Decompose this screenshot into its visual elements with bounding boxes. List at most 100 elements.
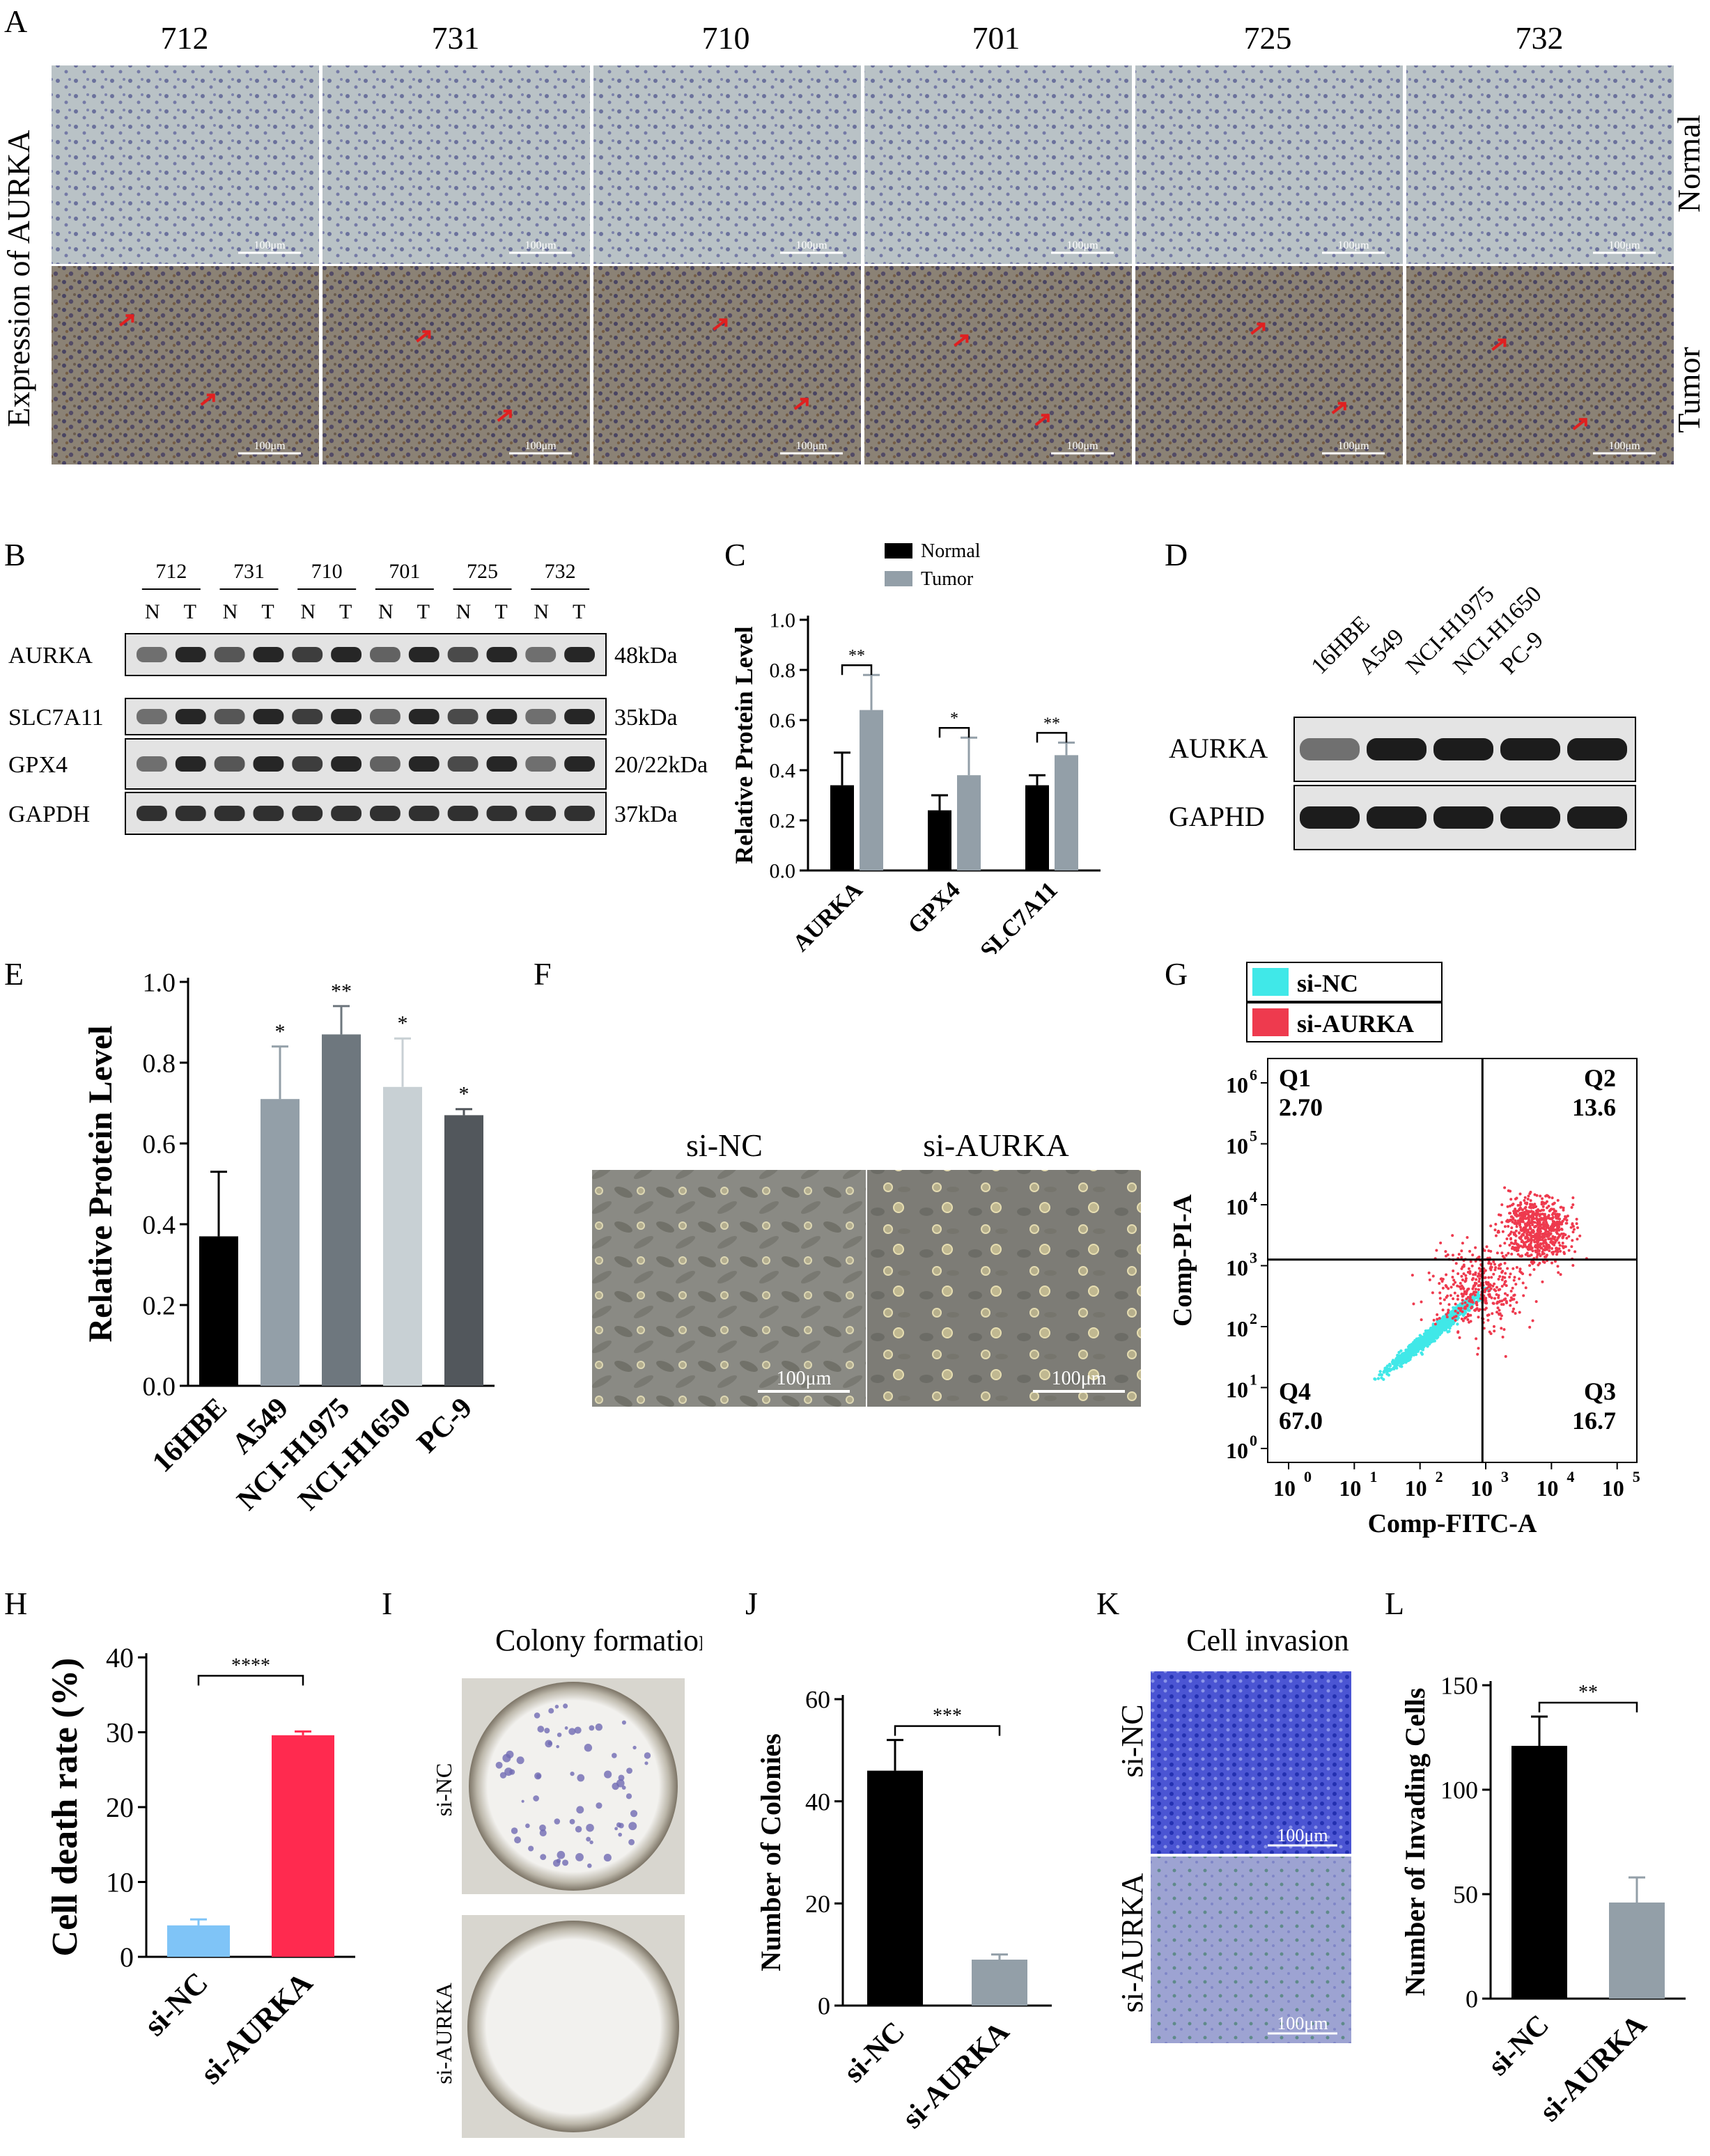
scatter-point-si-aurka [1507,1251,1510,1255]
scatter-point-si-aurka [1522,1244,1525,1247]
scatter-point-si-aurka [1556,1265,1560,1268]
scatter-point-si-aurka [1536,1253,1539,1256]
scatter-point-si-aurka [1539,1242,1542,1245]
y-tick-exponent: 3 [1250,1249,1257,1267]
colony-dot [618,1822,624,1829]
scatter-point-si-aurka [1541,1223,1544,1226]
scatter-point-si-aurka [1508,1212,1511,1215]
scatter-point-si-aurka [1492,1302,1495,1305]
blot-band [1567,806,1627,829]
scatter-point-si-nc [1411,1346,1415,1350]
x-tick-exponent: 2 [1436,1468,1443,1485]
scatter-point-si-aurka [1552,1208,1555,1211]
bar [444,1115,483,1386]
scatter-point-si-aurka [1511,1286,1514,1290]
scatter-point-si-aurka [1498,1313,1501,1316]
scale-bar-label: 100μm [1277,1825,1328,1845]
scatter-point-si-aurka [1507,1225,1510,1228]
scatter-point-si-aurka [1478,1308,1482,1311]
scatter-point-si-aurka [1575,1217,1578,1221]
x-tick-label: si-NC [137,1965,215,2042]
colony-dot [556,1744,559,1749]
legend-swatch [885,543,912,558]
scatter-point-si-aurka [1523,1227,1527,1231]
significance-label: * [950,710,958,728]
scatter-point-si-aurka [1475,1278,1478,1281]
scatter-point-si-nc [1417,1347,1421,1351]
bar [199,1236,238,1386]
sample-label-725: 725 [1244,20,1292,56]
scatter-point-si-aurka [1555,1217,1558,1220]
blot-band [1367,806,1427,829]
plate-label-si-aurka: si-AURKA [431,1983,456,2084]
scatter-point-si-nc [1404,1361,1408,1364]
scatter-point-si-aurka [1469,1292,1472,1296]
scatter-point-si-aurka [1498,1213,1501,1217]
scatter-point-si-aurka [1499,1317,1502,1320]
scatter-point-si-aurka [1503,1242,1507,1245]
sample-label-701: 701 [972,20,1020,56]
scale-bar-label: 100μm [1608,440,1640,452]
scatter-point-si-aurka [1453,1291,1456,1295]
scatter-point-si-aurka [1477,1347,1480,1350]
y-tick-exponent: 0 [1250,1432,1257,1449]
scatter-point-si-aurka [1438,1291,1442,1295]
scatter-point-si-aurka [1491,1284,1495,1288]
scatter-point-si-aurka [1518,1311,1521,1314]
scatter-point-si-aurka [1530,1253,1533,1257]
scatter-point-si-aurka [1445,1315,1449,1319]
colony-dot [621,1786,626,1790]
scatter-point-si-aurka [1510,1252,1514,1256]
scatter-point-si-aurka [1488,1295,1491,1298]
scatter-point-si-aurka [1531,1319,1534,1322]
scatter-point-si-nc [1398,1354,1402,1358]
scatter-point-si-aurka [1510,1203,1514,1207]
blot-band [564,647,595,662]
scatter-point-si-aurka [1525,1201,1529,1205]
scatter-point-si-aurka [1500,1303,1503,1306]
y-tick-exponent: 2 [1250,1310,1257,1327]
scatter-point-si-aurka [1435,1249,1438,1252]
scatter-point-si-aurka [1571,1222,1574,1226]
scatter-point-si-aurka [1536,1238,1539,1242]
y-tick-label: 10 [1226,1134,1248,1159]
quadrant-value: 16.7 [1572,1407,1616,1435]
panel-k-cell-invasion: Cell invasion si-NC si-AURKA 100μm 100μm [1115,1623,1351,2043]
panel-i-colony-formation: Colony formation si-NC si-AURKA [431,1623,702,2138]
scatter-point-si-aurka [1489,1265,1493,1269]
x-tick-label: 16HBE [146,1392,233,1479]
scatter-point-si-aurka [1486,1283,1489,1286]
scatter-point-si-aurka [1456,1297,1459,1301]
scatter-point-si-aurka [1523,1241,1526,1244]
y-tick-label: 0 [1466,1985,1478,2013]
blot-sample-label: 725 [467,560,498,583]
scatter-point-si-aurka [1525,1224,1529,1228]
y-axis-label: Number of Invading Cells [1399,1688,1431,1997]
scatter-point-si-aurka [1537,1218,1540,1221]
scatter-point-si-aurka [1487,1261,1491,1265]
scatter-point-si-aurka [1453,1315,1456,1319]
colony-dot [536,1774,541,1779]
scatter-point-si-nc [1450,1320,1454,1323]
scatter-point-si-aurka [1440,1279,1444,1283]
blot-band [486,756,518,772]
bar-si-nc [867,1770,923,2006]
scatter-point-si-aurka [1526,1212,1530,1216]
scatter-point-si-aurka [1538,1237,1541,1241]
scatter-point-si-aurka [1467,1267,1470,1270]
scatter-point-si-aurka [1500,1314,1503,1318]
scatter-point-si-nc [1430,1329,1434,1333]
scatter-point-si-nc [1391,1359,1395,1362]
blot-protein-label: GAPHD [1169,801,1265,832]
panel-letter-a: A [4,3,28,39]
scatter-point-si-aurka [1544,1241,1548,1244]
blot-band [408,756,440,772]
colony-dot [499,1772,507,1779]
blot-lane-label: T [261,600,274,623]
scatter-point-si-aurka [1447,1287,1450,1290]
blot-band [292,806,323,821]
scatter-point-si-aurka [1534,1209,1538,1212]
blot-band [447,647,479,662]
scatter-point-si-aurka [1555,1231,1558,1234]
colony-dot [596,1802,603,1809]
